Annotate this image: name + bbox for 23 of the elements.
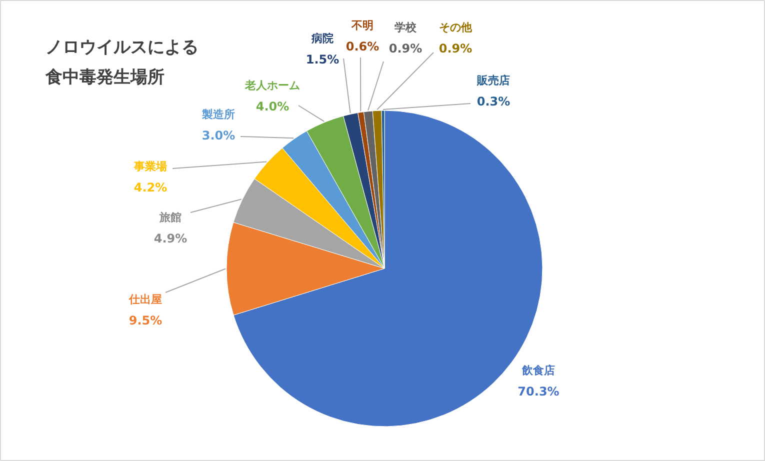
slice-label: 販売店	[476, 74, 510, 87]
data-label: 0.9%	[438, 42, 472, 56]
data-label: 4.9%	[154, 232, 188, 246]
data-label: 70.3%	[518, 384, 560, 398]
data-label: 0.9%	[388, 42, 422, 56]
data-label: 9.5%	[128, 314, 162, 328]
slice-label: 老人ホーム	[244, 79, 300, 92]
data-label: 0.6%	[346, 40, 380, 54]
data-label: 4.2%	[134, 180, 168, 194]
text: ノロウイルスによる食中毒発生場所	[44, 38, 198, 88]
slice-label: その他	[439, 21, 473, 34]
data-label: 3.0%	[202, 128, 236, 142]
data-label: 4.0%	[256, 100, 290, 114]
slice-label: 事業場	[133, 160, 167, 173]
data-label: 1.5%	[306, 52, 340, 66]
slice-label: 飲食店	[521, 364, 555, 377]
data-label: 0.3%	[476, 94, 510, 108]
slice-label: 旅館	[158, 211, 182, 224]
slice-label: 製造所	[201, 108, 235, 121]
slice-label: 仕出屋	[128, 293, 162, 306]
slice-label: 不明	[350, 19, 374, 32]
slice-label: 学校	[394, 21, 418, 34]
slice-label: 病院	[310, 32, 334, 45]
